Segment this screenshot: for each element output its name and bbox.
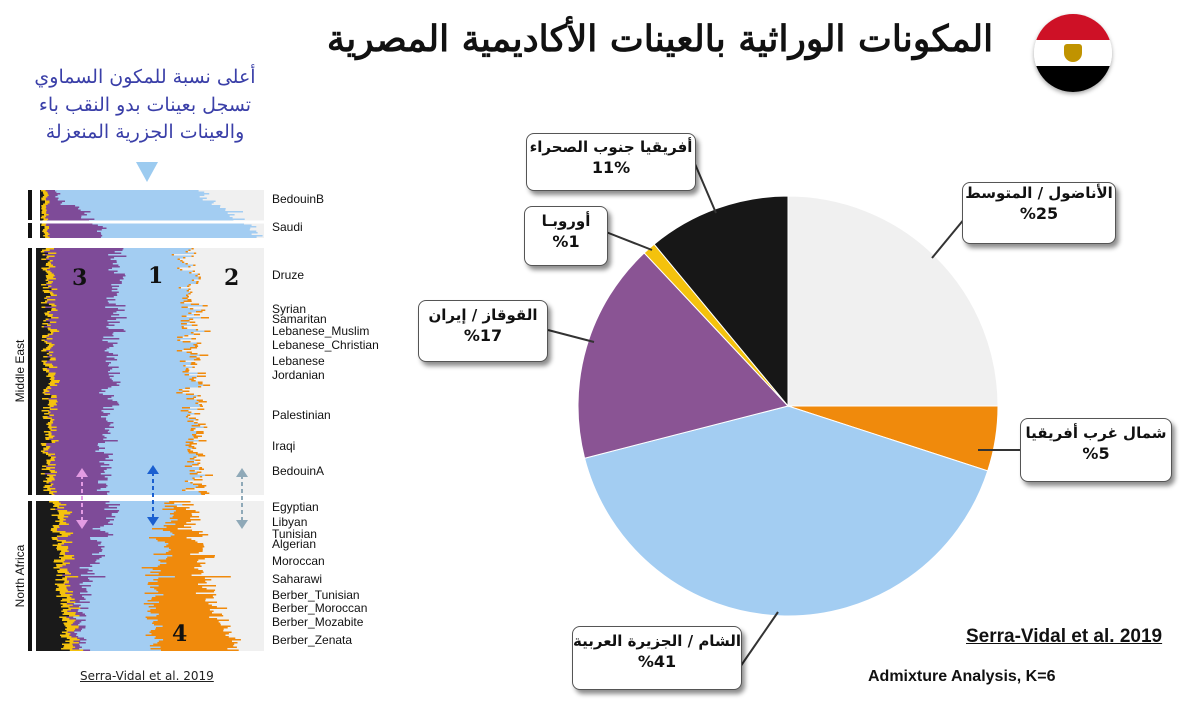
dashed-arrow-blue-icon <box>147 465 159 526</box>
admix-band-top <box>40 190 264 238</box>
leader-line-anatolia <box>931 217 966 259</box>
population-label: Syrian <box>272 302 306 316</box>
population-label: Moroccan <box>272 554 325 568</box>
callout-europe-label: أوروبـا <box>541 212 591 230</box>
callout-caucasus: القوقاز / إيران %17 <box>418 300 548 362</box>
citation: Serra-Vidal et al. 2019 <box>966 626 1163 647</box>
population-label: Berber_Zenata <box>272 633 352 647</box>
page-title: المكونات الوراثية بالعينات الأكاديمية ال… <box>326 18 994 60</box>
component-number-3: 3 <box>72 265 87 291</box>
callout-nw-africa-label: شمال غرب أفريقيا <box>1025 424 1167 442</box>
callout-europe: أوروبـا %1 <box>524 206 608 266</box>
callout-anatolia: الأناضول / المتوسط %25 <box>962 182 1116 244</box>
callout-nw-africa-value: %5 <box>1082 444 1110 464</box>
component-number-4: 4 <box>172 621 187 647</box>
leader-line-europe <box>605 231 653 251</box>
admix-separator-sep-1 <box>36 220 268 224</box>
left-panel-citation: Serra-Vidal et al. 2019 <box>80 669 214 683</box>
callout-europe-value: %1 <box>552 232 580 252</box>
admixture-barplot: Middle East North Africa 3 1 2 4 Bedouin… <box>14 190 379 651</box>
callout-caucasus-label: القوقاز / إيران <box>428 306 538 324</box>
callout-levant-value: %41 <box>637 652 677 672</box>
callout-ssa: أفريقيا جنوب الصحراء 11% <box>526 133 696 191</box>
population-label: Lebanese_Muslim <box>272 324 369 338</box>
callout-levant-label: الشام / الجزيرة العربية <box>573 632 741 650</box>
pie-slice-5 <box>653 195 789 408</box>
admix-band-middle-east <box>36 248 264 495</box>
population-label: BedouinA <box>272 464 324 478</box>
population-label: BedouinB <box>272 192 324 206</box>
leader-line-ssa <box>694 163 717 214</box>
population-label: Saharawi <box>272 572 322 586</box>
leader-line-levant <box>737 611 779 671</box>
flag-stripe-white <box>1034 40 1112 66</box>
region-label-north-africa: North Africa <box>14 544 27 607</box>
population-label: Algerian <box>272 537 316 551</box>
pie-slice-0 <box>787 195 999 407</box>
population-label: Druze <box>272 268 304 282</box>
callout-ssa-label: أفريقيا جنوب الصحراء <box>529 138 693 156</box>
pie-chart <box>577 195 999 617</box>
bracket-north-africa <box>28 501 32 651</box>
callout-nw-africa: شمال غرب أفريقيا %5 <box>1020 418 1172 482</box>
bracket-bedouinb <box>28 190 32 220</box>
callout-anatolia-value: %25 <box>1019 204 1059 224</box>
admix-separator-sep-2 <box>36 243 268 246</box>
note-line-2: تسجل بعينات بدو النقب باء <box>38 93 252 116</box>
population-label: Iraqi <box>272 439 295 453</box>
annotation-note: أعلى نسبة للمكون السماوي تسجل بعينات بدو… <box>20 64 270 147</box>
population-label: Egyptian <box>272 500 319 514</box>
note-line-1: أعلى نسبة للمكون السماوي <box>34 66 256 88</box>
callout-caucasus-value: %17 <box>463 326 503 346</box>
bracket-middle-east <box>28 248 32 495</box>
bracket-saudi <box>28 223 32 238</box>
dashed-arrow-gray-icon <box>236 468 248 529</box>
admix-separator-sep-3 <box>36 498 268 501</box>
population-label: Tunisian <box>272 527 317 541</box>
population-label: Lebanese <box>272 354 325 368</box>
population-label: Berber_Mozabite <box>272 615 364 629</box>
population-label: Berber_Moroccan <box>272 601 367 615</box>
component-number-1: 1 <box>148 263 163 289</box>
region-label-middle-east: Middle East <box>14 339 27 402</box>
component-number-2: 2 <box>224 265 239 291</box>
method-note: Admixture Analysis, K=6 <box>868 668 1056 685</box>
population-label: Jordanian <box>272 368 325 382</box>
population-label: Lebanese_Christian <box>272 338 379 352</box>
dashed-arrow-pink-icon <box>76 468 88 529</box>
population-label: Samaritan <box>272 312 327 326</box>
note-line-3: والعينات الجزرية المنعزلة <box>45 121 245 144</box>
pie-slice-3 <box>577 252 789 459</box>
callout-anatolia-label: الأناضول / المتوسط <box>965 184 1113 202</box>
population-label: Berber_Tunisian <box>272 588 360 602</box>
population-label: Palestinian <box>272 408 331 422</box>
population-label: Saudi <box>272 220 303 234</box>
down-arrow-icon <box>136 162 158 182</box>
population-label: Libyan <box>272 515 307 529</box>
admix-band-north-africa <box>36 501 264 651</box>
leader-line-caucasus <box>547 329 595 343</box>
flag-eagle-emblem <box>1064 44 1082 62</box>
callout-levant: الشام / الجزيرة العربية %41 <box>572 626 742 690</box>
callout-ssa-value: 11% <box>591 158 631 178</box>
pie-slice-2 <box>583 405 989 617</box>
